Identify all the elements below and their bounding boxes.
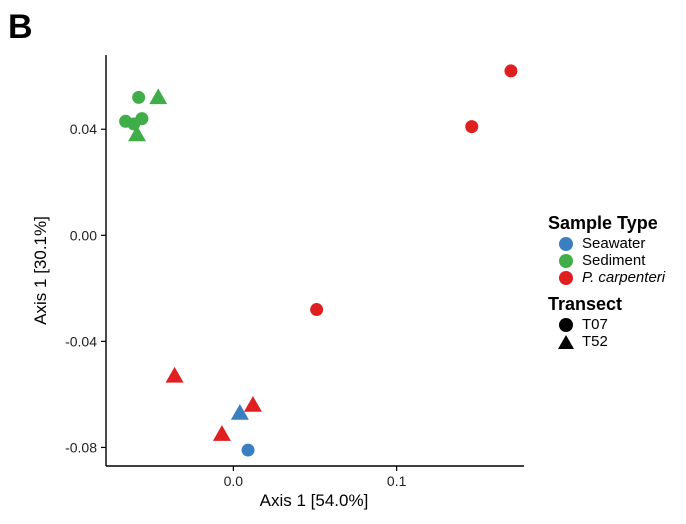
panel-letter: B: [8, 8, 33, 46]
legend-label-p-carpenteri: P. carpenteri: [582, 269, 666, 286]
data-point-seawater-t52: [230, 403, 249, 420]
x-tick-label: 0.1: [387, 473, 407, 489]
data-points: [119, 64, 518, 457]
y-tick-label: 0.04: [70, 121, 97, 137]
data-point-p-carpenteri-t07: [310, 303, 324, 317]
legend-item-t07: T07: [548, 316, 665, 333]
data-point-sediment-t52: [149, 88, 168, 105]
data-point-p-carpenteri-t07: [465, 120, 479, 134]
legend-item-seawater: Seawater: [548, 235, 665, 252]
legend-item-p-carpenteri: P. carpenteri: [548, 269, 665, 286]
legend-title-transect: Transect: [548, 294, 623, 314]
y-tick-label: -0.04: [65, 333, 97, 349]
y-axis-title: Axis 1 [30.1%]: [31, 216, 50, 325]
data-point-p-carpenteri-t52: [243, 396, 262, 412]
legend-key-circle: [558, 317, 574, 333]
legend-item-sediment: Sediment: [548, 252, 665, 269]
x-tick-label: 0.0: [224, 473, 244, 489]
legend-label-sediment: Sediment: [582, 252, 646, 269]
legend-item-t52: T52: [548, 333, 665, 350]
legend-label-t52: T52: [582, 333, 608, 350]
legend-key-p-carpenteri: [558, 270, 574, 286]
legend-key-sediment: [558, 253, 574, 269]
data-point-p-carpenteri-t52: [165, 366, 184, 383]
legend-title-sample-type: Sample Type: [548, 213, 658, 233]
legend: Sample Type Seawater Sediment P. carpent…: [548, 213, 665, 350]
axes: 0.04 0.00 -0.04 -0.08 0.0 0.1 Axis 1 [54.0%] Ax…: [31, 55, 524, 510]
data-point-sediment-t07: [135, 112, 149, 126]
y-tick-label: -0.08: [65, 439, 97, 455]
x-axis-title: Axis 1 [54.0%]: [260, 491, 369, 510]
legend-label-t07: T07: [582, 316, 608, 333]
y-tick-label: 0.00: [70, 227, 97, 243]
data-point-seawater-t07: [241, 443, 255, 457]
legend-key-triangle: [558, 334, 574, 350]
legend-key-seawater: [558, 236, 574, 252]
data-point-sediment-t07: [132, 90, 146, 104]
data-point-p-carpenteri-t52: [212, 425, 231, 441]
data-point-sediment-t52: [128, 125, 147, 142]
data-point-p-carpenteri-t07: [504, 64, 518, 78]
legend-label-seawater: Seawater: [582, 235, 646, 252]
